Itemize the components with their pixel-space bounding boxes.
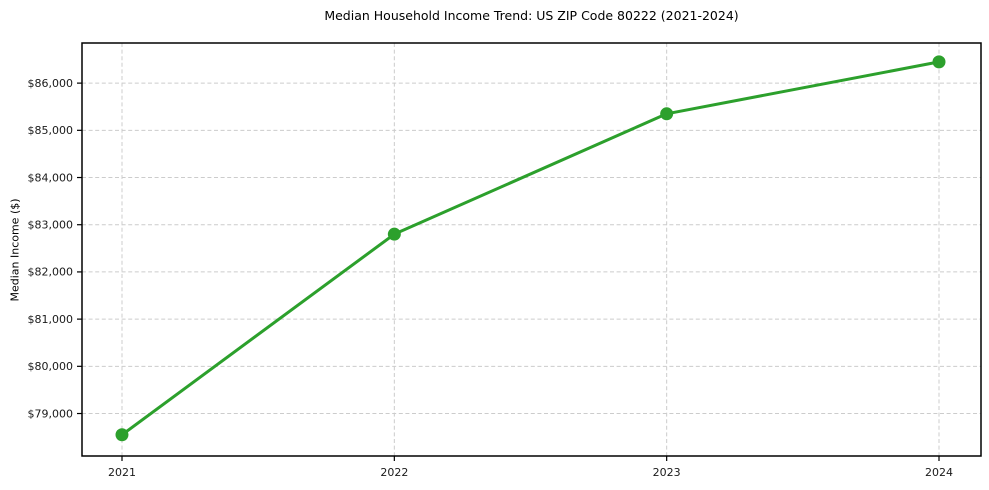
axes-spines <box>81 42 982 457</box>
y-tick-label: $84,000 <box>28 171 74 184</box>
x-tick-label: 2021 <box>108 466 136 479</box>
y-tick-label: $80,000 <box>28 360 74 373</box>
y-tick-label: $86,000 <box>28 77 74 90</box>
data-line <box>120 60 941 437</box>
data-point <box>932 55 946 69</box>
y-tick-label: $81,000 <box>28 313 74 326</box>
x-tick-label: 2023 <box>653 466 681 479</box>
data-point <box>115 428 129 442</box>
chart-title: Median Household Income Trend: US ZIP Co… <box>324 8 739 23</box>
x-tick-label: 2022 <box>380 466 408 479</box>
data-point <box>660 107 674 121</box>
y-tick-label: $85,000 <box>28 124 74 137</box>
x-tick-label: 2024 <box>925 466 953 479</box>
y-tick-label: $82,000 <box>28 266 74 279</box>
data-point <box>387 227 401 241</box>
y-tick-label: $83,000 <box>28 219 74 232</box>
y-tick-label: $79,000 <box>28 407 74 420</box>
